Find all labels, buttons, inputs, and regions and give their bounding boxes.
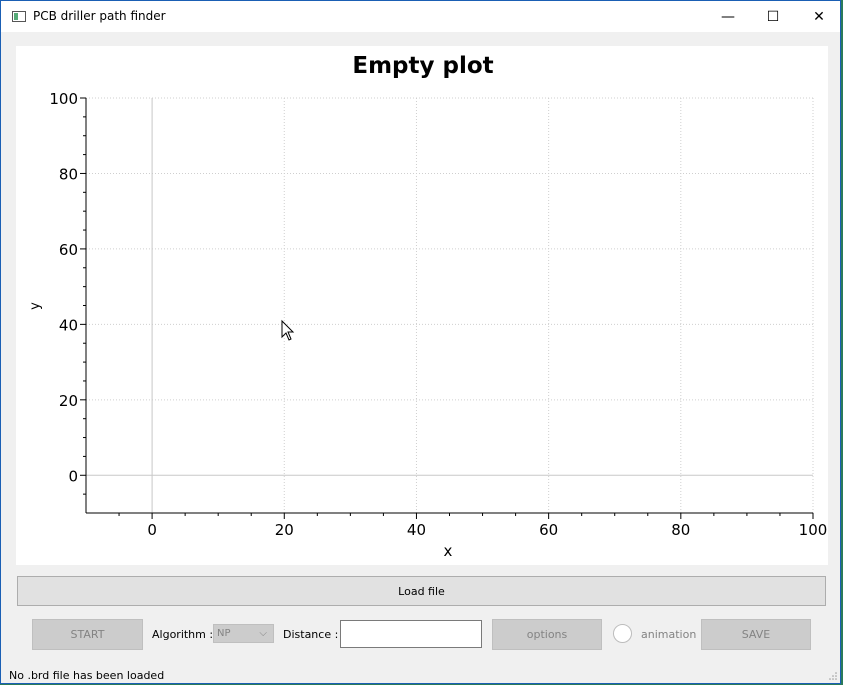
plot-area[interactable]: Empty plot x y 0 20 40 60 80 100 0 20 40 60 80 100	[16, 46, 828, 565]
chevron-down-icon: ⌵	[259, 628, 267, 639]
maximize-button[interactable]: ☐	[766, 8, 780, 25]
x-axis-label: x	[444, 542, 453, 560]
x-tick-label: 80	[671, 521, 690, 539]
x-tick-label: 20	[275, 521, 294, 539]
plot-axes	[85, 98, 813, 514]
algorithm-select[interactable]: NP ⌵	[213, 624, 274, 643]
animation-label: animation	[641, 628, 697, 641]
distance-label: Distance :	[283, 628, 339, 641]
animation-radio[interactable]	[613, 624, 632, 643]
y-tick-label: 60	[59, 241, 78, 259]
plot-ticks: 0 20 40 60 80 100 0 20 40 60 80 100	[49, 90, 827, 539]
options-button[interactable]: options	[492, 619, 602, 650]
load-file-button[interactable]: Load file	[17, 576, 826, 606]
distance-input[interactable]	[340, 620, 482, 648]
y-axis-label: y	[28, 302, 43, 310]
y-tick-label: 80	[59, 165, 78, 183]
y-tick-label: 20	[59, 392, 78, 410]
plot-grid	[86, 97, 814, 513]
status-message: No .brd file has been loaded	[9, 669, 165, 682]
plot-canvas[interactable]: Empty plot x y 0 20 40 60 80 100 0 20 40 60 80 100	[16, 46, 828, 565]
app-icon	[12, 11, 26, 22]
start-button[interactable]: START	[32, 619, 143, 650]
algorithm-label: Algorithm :	[152, 628, 214, 641]
y-tick-label: 0	[68, 467, 78, 485]
minimize-button[interactable]: —	[721, 8, 735, 25]
x-tick-label: 0	[147, 521, 157, 539]
save-button[interactable]: SAVE	[701, 619, 811, 650]
x-tick-label: 60	[539, 521, 558, 539]
plot-title: Empty plot	[352, 53, 493, 79]
mouse-cursor-icon	[281, 319, 295, 341]
x-tick-label: 40	[407, 521, 426, 539]
resize-grip-icon[interactable]	[829, 672, 837, 680]
x-tick-label: 100	[799, 521, 828, 539]
algorithm-value: NP	[217, 628, 231, 639]
window-title: PCB driller path finder	[33, 9, 166, 23]
close-button[interactable]: ✕	[813, 8, 825, 25]
title-bar[interactable]: PCB driller path finder — ☐ ✕	[1, 1, 840, 32]
y-tick-label: 100	[49, 90, 78, 108]
y-tick-label: 40	[59, 316, 78, 334]
